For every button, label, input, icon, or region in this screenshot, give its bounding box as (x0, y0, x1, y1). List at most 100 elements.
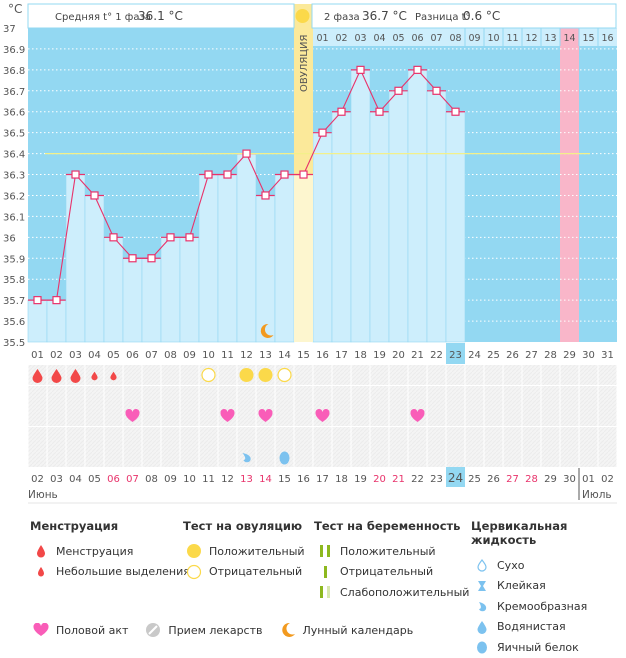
today-date-highlight (446, 467, 465, 487)
creamy-icon (471, 599, 493, 613)
calendar-date-label: 03 (50, 474, 63, 485)
symptom-cell (66, 406, 85, 426)
temperature-bar (388, 90, 409, 343)
symptom-cell (161, 406, 180, 426)
calendar-date-label: 25 (468, 474, 481, 485)
calendar-date-label: 16 (297, 474, 310, 485)
calendar-date-label: 21 (392, 474, 405, 485)
cycle-day-label: 30 (582, 350, 595, 361)
symptom-cell (408, 447, 427, 467)
legend-menstruation: Менструация Менструация Небольшие выделе… (30, 519, 190, 582)
symptom-cell (332, 447, 351, 467)
symptom-cell (85, 386, 104, 406)
phase1-value: 36.1 °C (138, 9, 183, 23)
cycle-day-label: 05 (107, 350, 120, 361)
symptom-cell (180, 427, 199, 447)
symptom-cell (28, 406, 47, 426)
symptom-cell (313, 386, 332, 406)
temperature-point (299, 170, 308, 179)
calendar-date-label: 18 (335, 474, 348, 485)
phase2-day-label: 04 (373, 33, 385, 44)
temperature-bar (84, 195, 105, 343)
symptom-cell (598, 447, 617, 467)
symptom-cell (123, 427, 142, 447)
symptom-cell (275, 406, 294, 426)
symptom-cell (47, 406, 66, 426)
heart-icon (410, 408, 425, 422)
temperature-bar (426, 90, 447, 343)
symptom-cell (389, 427, 408, 447)
symptom-cell (579, 386, 598, 406)
symptom-cell (85, 427, 104, 447)
cycle-day-label: 29 (563, 350, 576, 361)
moon-icon (277, 622, 299, 638)
symptom-cell (484, 427, 503, 447)
temperature-bar (122, 257, 143, 343)
moon-icon (260, 323, 274, 338)
y-tick-label: 35.5 (3, 338, 25, 349)
symptom-cell (66, 427, 85, 447)
temperature-point (71, 170, 80, 179)
legend-item: Отрицательный (340, 565, 434, 579)
temperature-bar (236, 153, 257, 343)
cycle-day-label: 13 (259, 350, 272, 361)
y-tick-label: 36 (3, 233, 16, 244)
legend-item: Яичный белок (497, 640, 579, 654)
symptom-cell (104, 427, 123, 447)
calendar-date-label: 04 (69, 474, 82, 485)
symptom-cell (446, 365, 465, 385)
legend-item: Небольшие выделения (56, 565, 190, 579)
legend-item: Водянистая (497, 620, 566, 634)
temperature-point (432, 86, 441, 95)
phase2-day-label: 02 (335, 33, 347, 44)
temperature-point (147, 254, 156, 263)
temperature-point (337, 107, 346, 116)
temperature-point (33, 296, 42, 305)
cycle-day-label: 18 (354, 350, 367, 361)
legend-item: Клейкая (497, 579, 546, 593)
expected-period-column (560, 28, 579, 342)
temperature-point (394, 86, 403, 95)
symptom-cell (142, 365, 161, 385)
cycle-day-label: 28 (544, 350, 557, 361)
phase2-day-label: 08 (449, 33, 461, 44)
symptom-cell (47, 447, 66, 467)
calendar-date-label: 01 (582, 474, 595, 485)
symptom-cell (351, 427, 370, 447)
symptom-cell (522, 447, 541, 467)
symptom-cell (85, 406, 104, 426)
calendar-date-label: 14 (259, 474, 272, 485)
calendar-date-label: 09 (164, 474, 177, 485)
temperature-bar (141, 257, 162, 343)
symptom-cell (294, 447, 313, 467)
temperature-bar (331, 111, 352, 343)
blood-drop-icon (70, 369, 81, 383)
symptom-cell (522, 406, 541, 426)
phase2-day-label: 15 (582, 33, 594, 44)
symptom-cell (313, 365, 332, 385)
symptom-cell (66, 386, 85, 406)
legend-item: Менструация (56, 544, 134, 558)
temperature-bar (160, 237, 181, 343)
symptom-cell (370, 365, 389, 385)
temperature-point (375, 107, 384, 116)
y-tick-label: 36.1 (3, 212, 25, 223)
symptom-cell (503, 447, 522, 467)
symptom-cell (161, 386, 180, 406)
symptom-cell (47, 386, 66, 406)
cycle-day-label: 20 (392, 350, 405, 361)
symptom-cell (579, 406, 598, 426)
y-tick-label: 36.8 (3, 66, 25, 77)
temperature-point (318, 128, 327, 137)
legend-item: Прием лекарств (168, 623, 263, 637)
ovulation-bar (294, 174, 313, 342)
legend-other: Половой акт Прием лекарств Лунный календ… (30, 620, 413, 641)
symptom-cell (161, 447, 180, 467)
symptom-cell (579, 427, 598, 447)
calendar-date-label: 05 (88, 474, 101, 485)
cycle-day-label: 04 (88, 350, 101, 361)
ovulation-negative-icon (277, 367, 292, 383)
y-tick-label: 35.8 (3, 275, 25, 286)
symptom-cell (142, 406, 161, 426)
symptom-cell (598, 365, 617, 385)
